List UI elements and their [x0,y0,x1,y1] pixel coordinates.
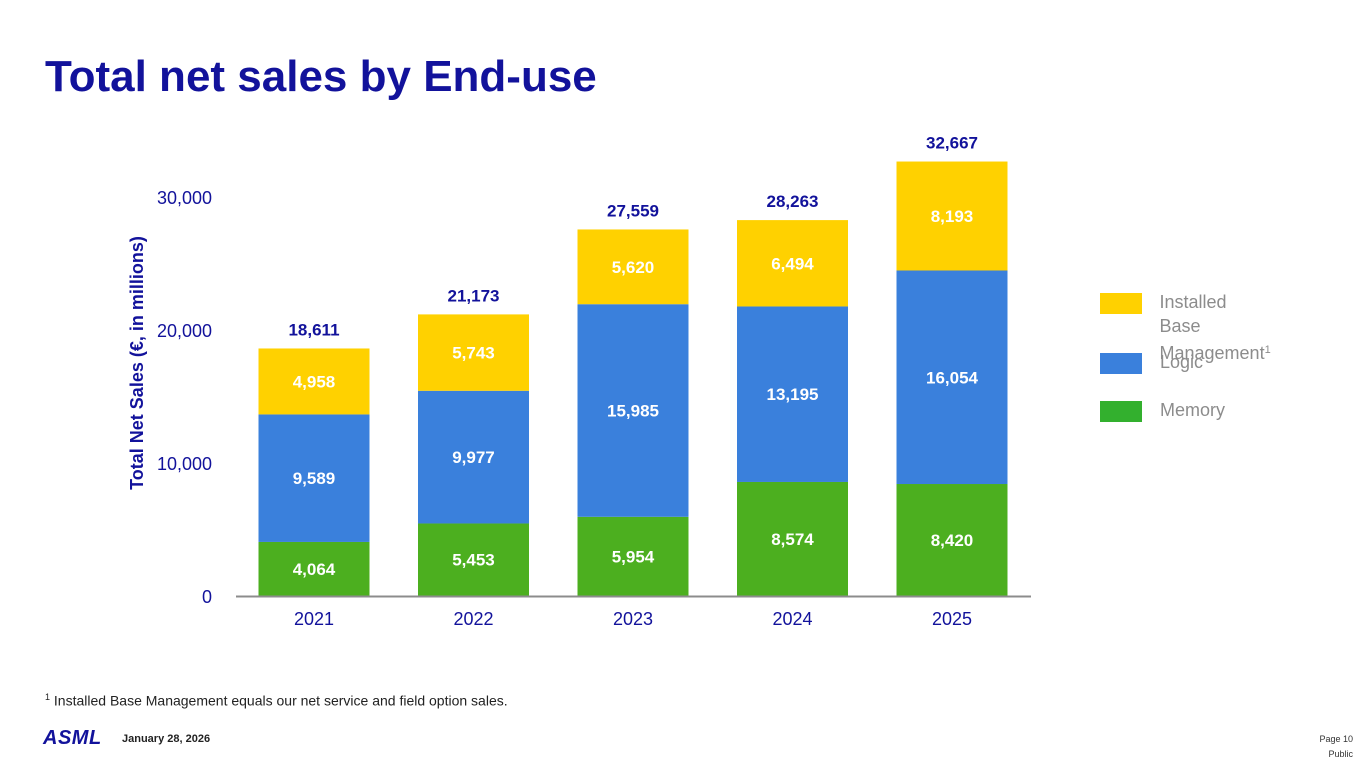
data-label-logic: 16,054 [926,368,979,387]
legend-label-memory: Memory [1160,400,1226,420]
data-label-memory: 5,954 [612,547,655,566]
data-label-logic: 15,985 [607,402,659,421]
data-label-installed-base-management: 5,743 [452,344,495,363]
y-tick-label: 30,000 [157,188,212,208]
y-tick-label: 0 [202,587,212,607]
bar-segment-logic [418,390,529,524]
bar-segment-installed-base-management [258,348,370,415]
x-tick-label: 2021 [294,609,334,629]
legend-item-logic: Logic [1100,350,1203,374]
total-label: 28,263 [767,192,819,211]
total-label: 27,559 [607,201,659,220]
legend-swatch-installed-base-management [1100,293,1142,314]
footnote: 1 Installed Base Management equals our n… [45,692,508,709]
bar-segment-logic [577,304,689,517]
legend-item-installed-base-management: Installed Base Management1 [1100,290,1271,365]
data-label-installed-base-management: 4,958 [293,372,336,391]
total-label: 32,667 [926,134,978,153]
legend-ibm-footnote-mark: 1 [1264,344,1271,356]
bar-segment-logic [737,306,848,482]
data-label-memory: 8,420 [931,531,974,550]
legend-swatch-memory [1100,401,1142,422]
data-label-memory: 8,574 [771,530,814,549]
legend-swatch-logic [1100,353,1142,374]
bar-segment-installed-base-management [896,161,1008,271]
footnote-text: Installed Base Management equals our net… [50,692,508,709]
bar-segment-memory [258,541,370,596]
asml-logo: ASML [43,727,102,749]
classification-label: Public [1328,749,1353,759]
data-label-memory: 4,064 [293,560,336,579]
legend-ibm-line1: Installed Base [1159,292,1227,336]
bar-segment-installed-base-management [418,314,529,391]
y-tick-label: 10,000 [157,454,212,474]
data-label-installed-base-management: 6,494 [771,254,814,273]
legend-label-logic: Logic [1160,352,1204,372]
legend-label-installed-base-management: Installed Base Management1 [1160,290,1272,365]
total-label: 18,611 [288,320,339,339]
bar-segment-installed-base-management [737,220,848,307]
data-label-installed-base-management: 8,193 [931,207,974,226]
bar-segment-logic [258,414,370,542]
footnote-mark: 1 [45,692,51,702]
legend-ibm-line2: Management [1159,343,1265,363]
data-label-logic: 9,589 [293,469,336,488]
bar-segment-memory [577,516,689,596]
x-tick-label: 2023 [613,609,653,629]
legend-item-memory: Memory [1100,398,1225,422]
slide-date: January 28, 2026 [122,733,211,745]
data-label-logic: 13,195 [767,385,819,404]
x-tick-label: 2024 [772,609,812,629]
bar-segment-memory [896,484,1008,596]
bar-segment-memory [418,523,529,596]
y-axis-label: Total Net Sales (€, in millions) [127,236,147,490]
page-title: Total net sales by End-use [45,52,597,101]
bar-segment-logic [896,270,1008,485]
bar-segment-installed-base-management [577,229,689,305]
x-tick-label: 2022 [453,609,493,629]
data-label-logic: 9,977 [452,448,495,467]
data-label-memory: 5,453 [452,551,495,570]
y-tick-label: 20,000 [157,321,212,341]
x-tick-label: 2025 [932,609,972,629]
page-number: Page 10 [1319,734,1353,744]
total-label: 21,173 [448,286,500,305]
data-label-installed-base-management: 5,620 [612,258,655,277]
bar-segment-memory [737,481,848,596]
